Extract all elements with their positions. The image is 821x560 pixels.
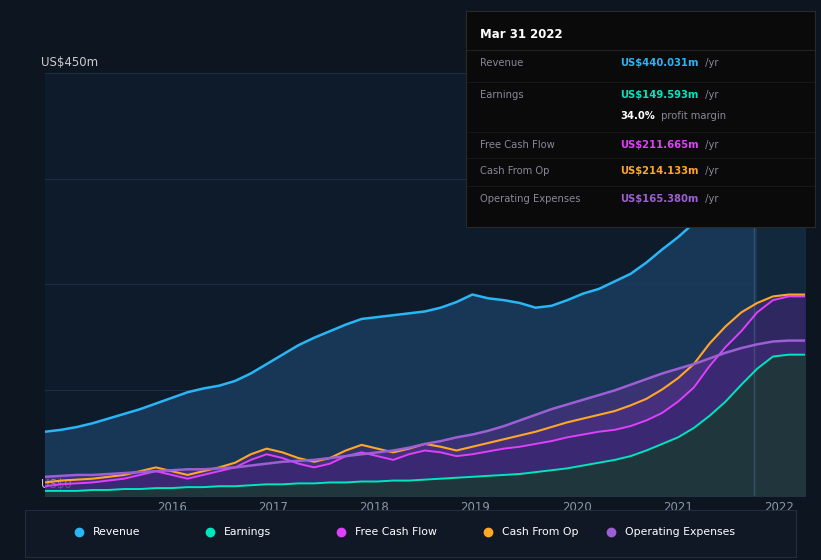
Text: US$214.133m: US$214.133m: [620, 166, 699, 176]
Text: Revenue: Revenue: [480, 58, 524, 68]
Text: Mar 31 2022: Mar 31 2022: [480, 29, 563, 41]
Text: /yr: /yr: [702, 194, 718, 204]
Text: /yr: /yr: [702, 166, 718, 176]
Text: Earnings: Earnings: [224, 528, 271, 538]
Text: US$0: US$0: [41, 478, 72, 491]
Text: /yr: /yr: [702, 140, 718, 150]
Text: Operating Expenses: Operating Expenses: [480, 194, 580, 204]
Text: US$450m: US$450m: [41, 55, 99, 68]
Text: Operating Expenses: Operating Expenses: [625, 528, 735, 538]
Text: Earnings: Earnings: [480, 90, 524, 100]
Text: Cash From Op: Cash From Op: [480, 166, 550, 176]
Text: 34.0%: 34.0%: [620, 111, 654, 121]
Text: Free Cash Flow: Free Cash Flow: [480, 140, 555, 150]
Text: /yr: /yr: [702, 58, 718, 68]
Text: US$440.031m: US$440.031m: [620, 58, 699, 68]
Text: Free Cash Flow: Free Cash Flow: [355, 528, 437, 538]
Text: US$149.593m: US$149.593m: [620, 90, 698, 100]
Text: profit margin: profit margin: [658, 111, 727, 121]
Text: US$165.380m: US$165.380m: [620, 194, 698, 204]
Text: Cash From Op: Cash From Op: [502, 528, 578, 538]
Text: /yr: /yr: [702, 90, 718, 100]
Text: US$211.665m: US$211.665m: [620, 140, 699, 150]
Text: Revenue: Revenue: [93, 528, 140, 538]
